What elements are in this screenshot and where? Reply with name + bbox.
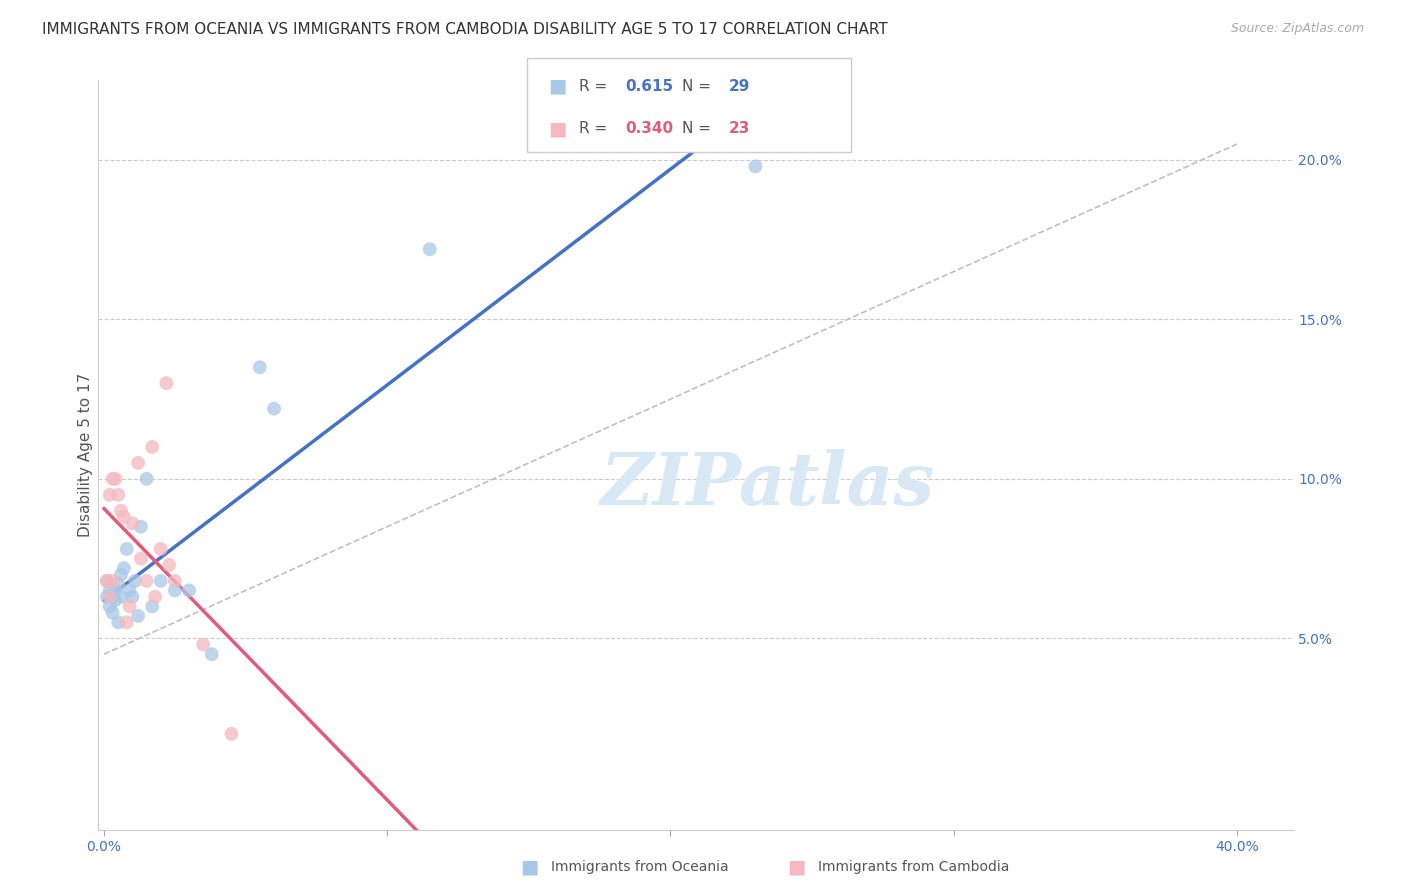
Point: [98, 599, 121, 614]
Point: [135, 472, 157, 486]
Text: Source: ZipAtlas.com: Source: ZipAtlas.com: [1230, 22, 1364, 36]
Point: [112, 510, 135, 524]
Point: [141, 599, 163, 614]
Text: IMMIGRANTS FROM OCEANIA VS IMMIGRANTS FROM CAMBODIA DISABILITY AGE 5 TO 17 CORRE: IMMIGRANTS FROM OCEANIA VS IMMIGRANTS FR…: [42, 22, 889, 37]
Point: [149, 541, 172, 556]
Point: [101, 606, 124, 620]
Point: [107, 615, 129, 630]
Point: [101, 574, 124, 588]
Text: ■: ■: [548, 77, 567, 95]
Text: Immigrants from Oceania: Immigrants from Oceania: [551, 860, 728, 874]
Point: [110, 504, 132, 518]
Text: 0.615: 0.615: [626, 78, 673, 94]
Point: [115, 615, 138, 630]
Point: [263, 401, 285, 416]
Point: [141, 440, 163, 454]
Point: [129, 519, 152, 533]
Point: [98, 488, 121, 502]
Y-axis label: Disability Age 5 to 17: Disability Age 5 to 17: [77, 373, 93, 537]
Point: [104, 472, 127, 486]
Point: [149, 574, 172, 588]
Point: [135, 574, 157, 588]
Point: [221, 727, 243, 741]
Text: R =: R =: [579, 121, 613, 136]
Point: [744, 160, 766, 174]
Point: [419, 242, 441, 256]
Point: [121, 516, 143, 531]
Point: [163, 583, 186, 598]
Point: [98, 590, 121, 604]
Text: ZIPatlas: ZIPatlas: [600, 450, 935, 520]
Point: [121, 590, 143, 604]
Point: [101, 590, 124, 604]
Text: 23: 23: [728, 121, 749, 136]
Point: [249, 360, 271, 375]
Point: [96, 590, 118, 604]
Point: [115, 541, 138, 556]
Point: [155, 376, 177, 391]
Point: [127, 456, 149, 470]
Point: [193, 638, 215, 652]
Point: [107, 488, 129, 502]
Text: ■: ■: [548, 119, 567, 138]
Text: ■: ■: [787, 857, 806, 877]
Text: R =: R =: [579, 78, 613, 94]
Point: [104, 583, 127, 598]
Point: [98, 583, 121, 598]
Point: [112, 561, 135, 575]
Point: [129, 551, 152, 566]
Point: [96, 574, 118, 588]
Point: [157, 558, 180, 572]
Point: [101, 472, 124, 486]
Point: [118, 599, 141, 614]
Point: [110, 567, 132, 582]
Point: [110, 590, 132, 604]
Text: Immigrants from Cambodia: Immigrants from Cambodia: [818, 860, 1010, 874]
Point: [177, 583, 200, 598]
Text: 29: 29: [728, 78, 749, 94]
Point: [96, 574, 118, 588]
Point: [124, 574, 146, 588]
Point: [104, 593, 127, 607]
Text: ■: ■: [520, 857, 538, 877]
Point: [143, 590, 166, 604]
Point: [127, 609, 149, 624]
Text: N =: N =: [682, 121, 716, 136]
Text: 0.340: 0.340: [626, 121, 673, 136]
Text: N =: N =: [682, 78, 716, 94]
Point: [107, 577, 129, 591]
Point: [201, 647, 224, 661]
Point: [118, 583, 141, 598]
Point: [163, 574, 186, 588]
